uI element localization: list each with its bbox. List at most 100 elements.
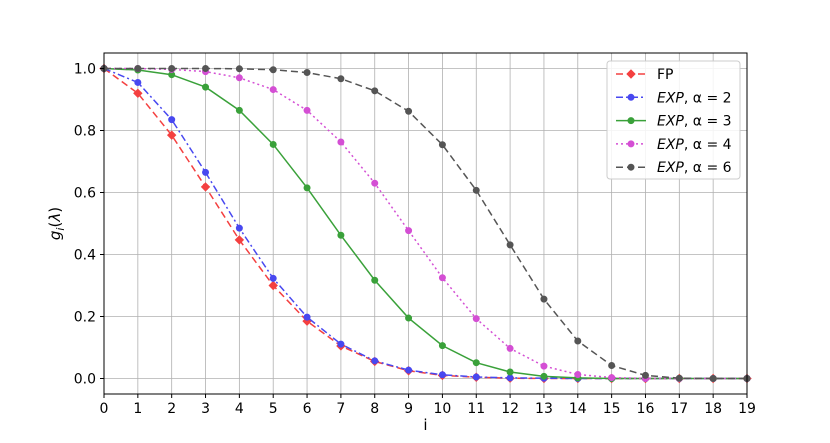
y-tick-label: 0.2 — [74, 310, 96, 326]
x-tick-label: 14 — [569, 401, 587, 417]
data-point — [472, 315, 480, 323]
x-tick-label: 10 — [434, 401, 452, 417]
data-point — [540, 362, 548, 370]
data-point — [134, 78, 142, 86]
series-line — [104, 67, 747, 380]
data-point — [235, 74, 243, 82]
data-point — [202, 168, 210, 176]
data-point — [405, 107, 413, 115]
series-4 — [100, 65, 751, 382]
data-point — [337, 75, 345, 83]
legend: FP EXP, α = 2 EXP, α = 3 EXP, α = 4 EXP, α =… — [606, 60, 741, 180]
y-axis-label: gi(λ) — [46, 207, 67, 240]
data-point — [608, 361, 616, 369]
data-point — [472, 359, 480, 367]
x-tick-label: 19 — [738, 401, 756, 417]
data-point — [202, 65, 210, 72]
data-point — [269, 66, 277, 74]
data-point — [168, 116, 176, 124]
data-point — [405, 314, 413, 322]
legend-label: FP — [657, 67, 674, 83]
data-point — [506, 344, 514, 352]
y-tick-label: 0.6 — [74, 186, 96, 202]
legend-marker — [627, 117, 635, 125]
data-point — [235, 65, 243, 73]
x-tick-label: 15 — [603, 401, 621, 417]
y-tick-label: 1.0 — [74, 62, 96, 78]
x-tick-label: 4 — [235, 401, 244, 417]
y-tick-label: 0.4 — [74, 248, 96, 264]
series-line — [103, 67, 747, 380]
data-point — [405, 366, 413, 374]
y-tick-label: 0.8 — [74, 124, 96, 140]
legend-label: EXP, α = 4 — [657, 137, 732, 153]
x-tick-label: 1 — [133, 401, 142, 417]
x-tick-label: 2 — [167, 401, 176, 417]
data-point — [506, 368, 514, 376]
legend-label: EXP, α = 2 — [657, 90, 732, 106]
data-point — [337, 340, 345, 348]
data-point — [371, 276, 379, 284]
series-line — [104, 67, 747, 380]
x-tick-label: 9 — [404, 401, 413, 417]
x-tick-label: 16 — [637, 401, 655, 417]
data-point — [506, 374, 514, 382]
data-point — [303, 69, 311, 77]
data-point — [438, 342, 446, 350]
x-tick-label: 5 — [269, 401, 278, 417]
x-tick-label: 11 — [467, 401, 485, 417]
data-point — [269, 274, 277, 282]
data-point — [675, 374, 683, 382]
legend-marker — [627, 93, 635, 101]
data-point — [438, 371, 446, 379]
x-tick-label: 7 — [336, 401, 345, 417]
x-tick-label: 18 — [704, 401, 722, 417]
data-point — [269, 86, 277, 94]
data-point — [235, 106, 243, 114]
data-point — [540, 295, 548, 303]
legend-entry: EXP, α = 3 — [616, 114, 732, 130]
data-point — [168, 65, 176, 72]
legend-marker — [627, 140, 635, 148]
data-point — [371, 179, 379, 187]
x-tick-label: 17 — [670, 401, 688, 417]
data-point — [202, 83, 210, 91]
y-tick-label: 0.0 — [74, 372, 96, 388]
data-point — [709, 375, 717, 382]
plot-frame — [103, 52, 748, 395]
x-tick-label: 0 — [100, 401, 109, 417]
legend-marker — [626, 69, 636, 79]
data-point — [303, 184, 311, 192]
data-point — [166, 130, 177, 140]
data-point — [405, 227, 413, 235]
data-point — [234, 235, 245, 245]
data-point — [337, 138, 345, 146]
data-point — [574, 370, 582, 378]
data-point — [371, 357, 379, 365]
data-point — [268, 280, 278, 291]
x-tick-label: 3 — [201, 401, 210, 417]
series-layer — [99, 63, 752, 384]
legend-label: EXP, α = 6 — [657, 160, 732, 176]
legend-entry: EXP, α = 2 — [616, 90, 732, 106]
data-point — [438, 274, 446, 282]
data-point — [303, 106, 311, 114]
legend-marker — [627, 163, 635, 171]
axis-ticks: 0 1 2 3 4 5 6 7 8 9 10 11 12 13 14 15 16 17 18 190.00.20.40… — [74, 62, 756, 418]
data-point — [133, 88, 143, 99]
x-tick-label: 12 — [501, 401, 519, 417]
x-tick-label: 8 — [370, 401, 379, 417]
data-point — [200, 182, 211, 192]
legend-entry: EXP, α = 4 — [616, 137, 732, 153]
legend-box — [606, 60, 741, 180]
data-point — [574, 337, 582, 345]
data-point — [303, 313, 311, 321]
data-point — [134, 65, 142, 72]
x-tick-label: 6 — [303, 401, 312, 417]
legend-entry: EXP, α = 6 — [616, 160, 732, 176]
data-point — [438, 141, 446, 149]
data-point — [641, 371, 649, 379]
data-point — [371, 87, 379, 95]
data-point — [540, 372, 548, 380]
